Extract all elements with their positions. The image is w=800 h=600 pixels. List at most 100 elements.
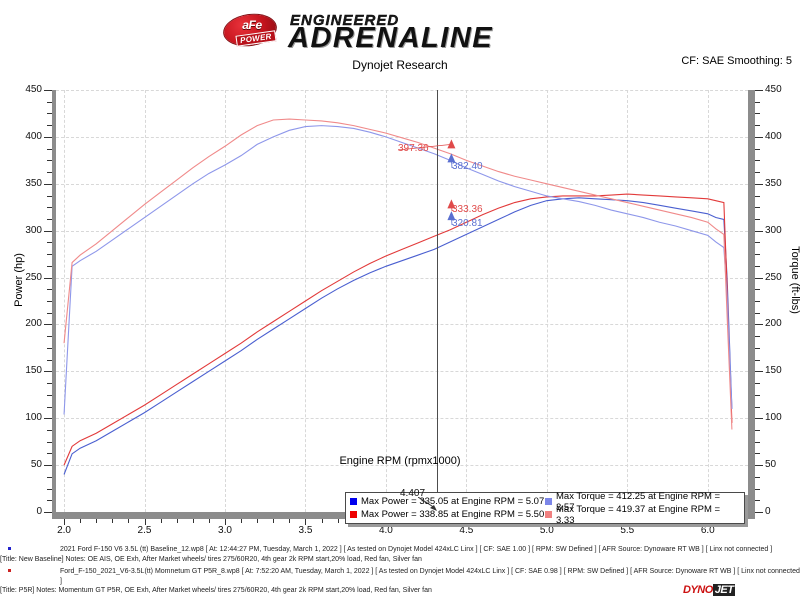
x-tick <box>321 519 323 523</box>
y-axis-left-label: 250 <box>25 271 42 283</box>
y-axis-right-label: 150 <box>765 365 782 377</box>
y-tick-left <box>47 429 52 431</box>
y-axis-left-label: 350 <box>25 177 42 189</box>
y-tick-left <box>44 136 52 138</box>
curve-power-p5r <box>63 193 733 466</box>
cursor-arrow-icon <box>418 497 437 511</box>
y-tick-right <box>755 242 760 244</box>
annotation-label-torque-blue: 382.40 <box>452 161 483 172</box>
gridline-vertical <box>466 90 468 512</box>
legend-label: Max Torque = 419.37 at Engine RPM = 3.33 <box>556 503 721 526</box>
curve-torque-baseline <box>63 125 733 415</box>
y-tick-right <box>755 336 760 338</box>
y-tick-right <box>755 394 760 396</box>
y-tick-left <box>44 371 52 373</box>
y-axis-left-label: 50 <box>30 459 42 471</box>
y-tick-left <box>47 441 52 443</box>
x-axis-label: 4.0 <box>378 525 393 536</box>
gridline-horizontal <box>56 90 748 91</box>
y-tick-left <box>47 301 52 302</box>
x-tick <box>305 519 307 525</box>
x-tick <box>224 519 226 525</box>
y-tick-left <box>47 488 52 490</box>
tagline-adrenaline: ADRENALINE <box>288 22 494 54</box>
legend-label: Max Power = 335.05 at Engine RPM = 5.07 <box>361 496 545 507</box>
y-axis-right-label: 400 <box>765 130 782 142</box>
x-axis-label: 3.0 <box>218 525 232 536</box>
y-tick-left <box>47 125 52 127</box>
y-tick-right <box>755 418 763 420</box>
correction-factor-note: CF: SAE Smoothing: 5 <box>681 55 792 67</box>
y-tick-left <box>47 453 52 455</box>
afe-logo-text: aFe <box>242 18 262 32</box>
y-tick-left <box>47 347 52 349</box>
x-tick <box>208 519 210 523</box>
dyno-chart: 0 0 50 50 100 100 150 150 200 200 250 250 300 300 350 3… <box>0 84 800 596</box>
legend-label: Max Torque = 412.25 at Engine RPM = 3.57 <box>556 490 721 513</box>
x-tick <box>112 519 114 523</box>
y-tick-right <box>755 324 763 326</box>
y-tick-left <box>44 183 52 185</box>
x-axis-label: 5.5 <box>620 525 635 536</box>
y-tick-left <box>47 359 52 361</box>
y-tick-right <box>755 383 760 385</box>
y-axis-left-label: 300 <box>25 224 42 236</box>
page-header: aFe POWER ENGINEERED ADRENALINE <box>0 0 800 54</box>
x-tick <box>241 519 243 523</box>
y-tick-left <box>47 500 52 502</box>
y-axis-left-title: Power (hp) <box>13 253 25 307</box>
y-axis-right-label: 0 <box>765 506 771 517</box>
cursor-line[interactable] <box>437 90 438 514</box>
y-axis-left-bar <box>52 90 56 516</box>
gridline-horizontal <box>56 230 748 232</box>
y-tick-right <box>755 347 760 349</box>
y-tick-right <box>755 488 760 490</box>
gridline-vertical <box>64 90 66 512</box>
legend-swatch-icon <box>350 498 357 505</box>
y-tick-right <box>755 441 760 443</box>
y-tick-left <box>47 336 52 338</box>
annotation-label-power-red: 333.36 <box>452 204 483 215</box>
y-axis-left-label: 450 <box>25 84 42 95</box>
y-tick-right <box>755 101 760 103</box>
y-tick-right <box>755 218 760 220</box>
run-captions: 2021 Ford F-150 V6 3.5L (tt) Baseline_12… <box>0 545 800 599</box>
y-tick-right <box>755 148 760 150</box>
run-caption-line2: [Title: New Baseline] Notes: OE AIS, OE … <box>0 555 422 563</box>
y-tick-left <box>47 406 52 408</box>
x-tick <box>257 519 259 523</box>
tagline-engineered: ENGINEERED <box>290 12 400 29</box>
x-axis-label: 2.0 <box>57 525 71 536</box>
gridline-vertical <box>707 90 709 512</box>
y-tick-left <box>44 90 52 91</box>
x-tick <box>160 519 162 523</box>
x-tick <box>128 519 130 523</box>
x-tick <box>64 519 66 525</box>
y-tick-right <box>755 172 760 174</box>
legend-row: Max Power = 335.05 at Engine RPM = 5.07 … <box>350 491 740 513</box>
x-tick <box>176 519 178 523</box>
y-tick-right <box>755 500 760 502</box>
x-axis-label: 5.0 <box>539 525 554 536</box>
y-axis-left-label: 150 <box>25 365 42 377</box>
legend-item-max-torque-baseline: Max Torque = 412.25 at Engine RPM = 3.57 <box>545 491 740 513</box>
y-tick-left <box>47 101 52 103</box>
legend-label: Max Power = 338.85 at Engine RPM = 5.50 <box>361 509 545 520</box>
run-caption-p5r: Ford_F-150_2021_V6-3.5L(tt) Momnetum GT … <box>0 567 800 596</box>
y-tick-right <box>755 465 763 467</box>
x-tick <box>144 519 146 525</box>
x-axis-label: 2.5 <box>137 525 152 536</box>
x-axis-title: Engine RPM (rpmx1000) <box>339 455 461 467</box>
x-tick <box>192 519 194 523</box>
y-tick-right <box>755 160 760 162</box>
y-tick-right <box>755 301 760 302</box>
y-tick-right <box>755 265 760 267</box>
gridline-horizontal <box>56 183 748 185</box>
gridline-vertical <box>144 90 146 512</box>
legend-swatch-icon <box>545 498 552 505</box>
y-axis-left-label: 100 <box>25 412 42 424</box>
annotation-label-power-blue: 320.81 <box>452 218 483 229</box>
y-tick-right <box>755 371 763 373</box>
x-tick <box>337 519 339 523</box>
legend-item-max-power-baseline: Max Power = 335.05 at Engine RPM = 5.07 <box>350 496 545 507</box>
